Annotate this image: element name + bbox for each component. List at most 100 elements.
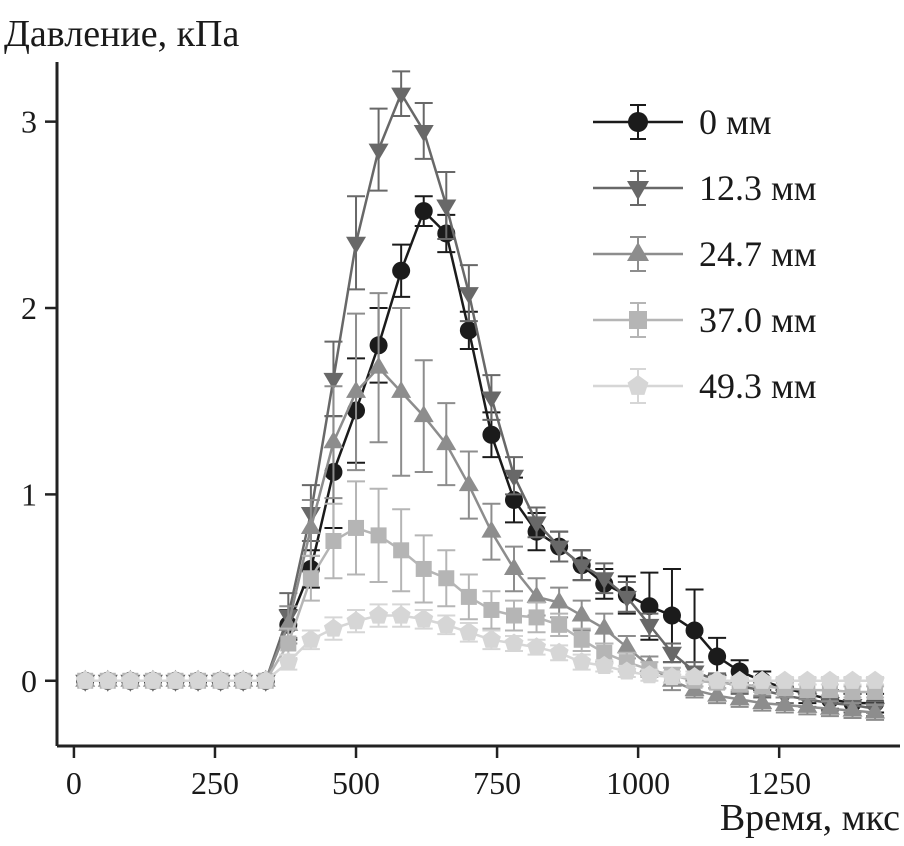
data-marker-pentagon <box>504 633 524 652</box>
data-marker-circle <box>628 112 648 132</box>
data-marker-triangle-down <box>526 516 547 534</box>
data-marker-circle <box>504 490 523 509</box>
data-marker-pentagon <box>820 670 840 689</box>
legend-label: 37.0 мм <box>699 300 817 340</box>
data-marker-square <box>348 519 365 536</box>
data-marker-square <box>483 601 500 618</box>
data-marker-pentagon <box>301 629 321 648</box>
data-marker-pentagon <box>369 605 389 624</box>
data-marker-square <box>460 588 477 605</box>
series-line <box>85 208 876 705</box>
data-marker-triangle-down <box>391 87 412 105</box>
data-marker-pentagon <box>323 618 343 637</box>
data-marker-triangle-down <box>458 287 479 305</box>
data-marker-triangle-down <box>323 372 344 390</box>
data-marker-square <box>505 607 522 624</box>
data-marker-triangle-up <box>413 405 434 423</box>
series-2 <box>75 292 886 721</box>
data-marker-triangle-down <box>616 590 637 608</box>
data-marker-square <box>302 570 319 587</box>
y-tick-label: 2 <box>21 290 37 326</box>
data-marker-pentagon <box>143 670 163 689</box>
data-marker-triangle-down <box>571 559 592 577</box>
data-marker-circle <box>662 606 681 625</box>
series-layer <box>75 70 886 721</box>
data-marker-square <box>573 631 590 648</box>
y-tick-label: 3 <box>21 104 37 140</box>
data-marker-square <box>551 616 568 633</box>
x-tick-label: 1000 <box>606 765 670 801</box>
data-marker-pentagon <box>414 609 434 628</box>
legend-label: 0 мм <box>699 102 772 142</box>
data-marker-pentagon <box>707 670 727 689</box>
data-marker-triangle-down <box>627 181 649 200</box>
data-marker-pentagon <box>278 652 298 671</box>
data-marker-pentagon <box>685 667 705 686</box>
x-tick-label: 1250 <box>747 765 811 801</box>
data-marker-pentagon <box>797 670 817 689</box>
y-axis-title: Давление, кПа <box>4 13 240 55</box>
data-marker-triangle-up <box>774 693 795 711</box>
data-marker-pentagon <box>165 670 185 689</box>
legend-label: 49.3 мм <box>699 366 817 406</box>
data-marker-pentagon <box>527 637 547 656</box>
legend-entry-4: 49.3 мм <box>593 366 817 406</box>
data-marker-circle <box>459 321 478 340</box>
legend-entry-3: 37.0 мм <box>593 300 817 340</box>
data-marker-triangle-up <box>707 684 728 702</box>
legend-layer: 0 мм 12.3 мм 24.7 мм 37.0 мм 49.3 мм <box>593 102 817 406</box>
data-marker-pentagon <box>617 661 637 680</box>
data-marker-square <box>370 527 387 544</box>
data-marker-circle <box>392 261 411 280</box>
data-marker-pentagon <box>120 670 140 689</box>
data-marker-triangle-up <box>797 695 818 713</box>
data-marker-pentagon <box>256 670 276 689</box>
data-marker-triangle-down <box>413 124 434 142</box>
data-marker-triangle-up <box>842 699 863 717</box>
data-marker-triangle-down <box>368 143 389 161</box>
legend-entry-0: 0 мм <box>593 102 772 142</box>
data-marker-circle <box>708 647 727 666</box>
data-marker-triangle-up <box>503 557 524 575</box>
y-tick-label: 0 <box>21 663 37 699</box>
data-marker-pentagon <box>752 670 772 689</box>
axes-layer: 0 1 2 3 0 250 500 750 1000 1250 <box>21 62 900 801</box>
data-marker-triangle-down <box>346 236 367 254</box>
data-marker-square <box>528 609 545 626</box>
data-marker-triangle-down <box>594 572 615 590</box>
series-3 <box>77 480 885 700</box>
data-marker-triangle-down <box>661 646 682 664</box>
data-marker-triangle-up <box>627 242 649 261</box>
data-marker-square <box>415 560 432 577</box>
data-marker-pentagon <box>481 629 501 648</box>
data-marker-pentagon <box>75 670 95 689</box>
x-tick-label: 250 <box>191 765 239 801</box>
data-marker-pentagon <box>436 614 456 633</box>
data-marker-triangle-up <box>436 433 457 451</box>
data-marker-pentagon <box>572 652 592 671</box>
legend-label: 24.7 мм <box>699 234 817 274</box>
data-marker-triangle-up <box>300 516 321 534</box>
data-marker-triangle-up <box>752 692 773 710</box>
data-marker-pentagon <box>627 375 649 395</box>
data-marker-circle <box>685 621 704 640</box>
data-marker-circle <box>482 425 501 444</box>
legend-label: 12.3 мм <box>699 168 817 208</box>
data-marker-triangle-down <box>549 540 570 558</box>
data-marker-pentagon <box>98 670 118 689</box>
series-line <box>85 526 876 694</box>
data-marker-triangle-down <box>436 199 457 217</box>
series-4 <box>75 603 885 689</box>
data-marker-triangle-up <box>729 688 750 706</box>
data-marker-square <box>280 635 297 652</box>
data-marker-square <box>596 644 613 661</box>
data-marker-triangle-up <box>549 591 570 609</box>
data-marker-triangle-up <box>865 701 886 719</box>
data-marker-square <box>629 311 647 329</box>
data-marker-pentagon <box>662 667 682 686</box>
data-marker-triangle-up <box>391 380 412 398</box>
data-marker-pentagon <box>233 670 253 689</box>
data-marker-triangle-up <box>526 585 547 603</box>
